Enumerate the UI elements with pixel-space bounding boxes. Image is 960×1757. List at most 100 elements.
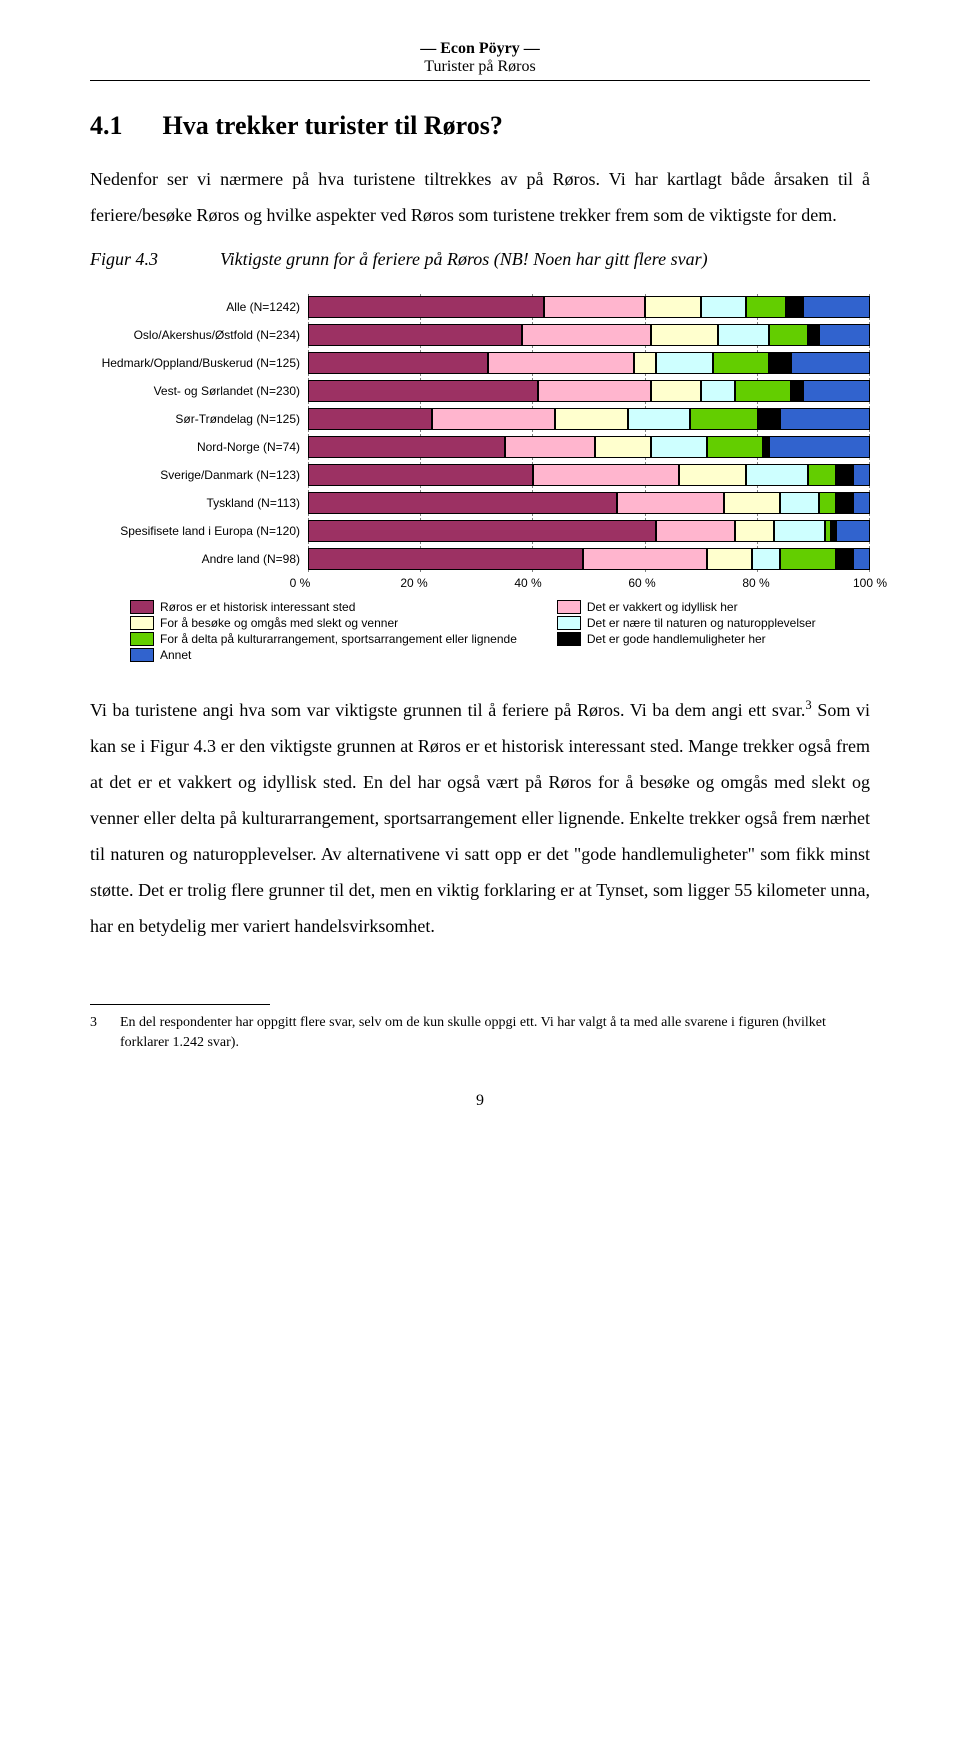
chart-row-plot (308, 518, 870, 544)
chart-segment (432, 408, 556, 430)
chart-x-axis: 0 %20 %40 %60 %80 %100 % (90, 576, 870, 590)
footnote-rule (90, 1004, 270, 1005)
chart-segment (713, 352, 769, 374)
chart-segment (752, 548, 780, 570)
stacked-bar-chart: Alle (N=1242) Oslo/Akershus/Østfold (N=23… (90, 294, 870, 590)
legend-item: For å besøke og omgås med slekt og venne… (130, 616, 517, 630)
chart-segment (735, 520, 774, 542)
chart-row-plot (308, 546, 870, 572)
chart-segment (308, 324, 522, 346)
legend-label: Det er nære til naturen og naturopplevel… (587, 616, 816, 630)
chart-segment (538, 380, 650, 402)
analysis-paragraph: Vi ba turistene angi hva som var viktigs… (90, 692, 870, 944)
footnote-text: En del respondenter har oppgitt flere sv… (120, 1013, 870, 1052)
chart-row: Hedmark/Oppland/Buskerud (N=125) (90, 350, 870, 376)
running-header-line1: — Econ Pöyry — (90, 40, 870, 58)
chart-segment (308, 492, 617, 514)
legend-item: For å delta på kulturarrangement, sports… (130, 632, 517, 646)
chart-segment (651, 380, 702, 402)
figure-caption-number: Figur 4.3 (90, 249, 220, 270)
chart-segment (690, 408, 757, 430)
chart-segment (628, 408, 690, 430)
chart-segment (707, 436, 763, 458)
chart-segment (758, 408, 780, 430)
footnote: 3 En del respondenter har oppgitt flere … (90, 1013, 870, 1052)
chart-row-label: Oslo/Akershus/Østfold (N=234) (90, 328, 308, 342)
chart-segment (803, 380, 870, 402)
chart-segment (679, 464, 746, 486)
chart-row: Vest- og Sørlandet (N=230) (90, 378, 870, 404)
chart-segment (488, 352, 634, 374)
legend-label: Det er gode handlemuligheter her (587, 632, 766, 646)
chart-row-label: Alle (N=1242) (90, 300, 308, 314)
legend-item: Det er nære til naturen og naturopplevel… (557, 616, 870, 630)
running-header-line2: Turister på Røros (90, 58, 870, 76)
chart-segment (505, 436, 595, 458)
chart-segment (836, 548, 853, 570)
legend-swatch (130, 648, 154, 662)
intro-paragraph: Nedenfor ser vi nærmere på hva turistene… (90, 161, 870, 233)
legend-label: Det er vakkert og idyllisk her (587, 600, 738, 614)
legend-label: For å delta på kulturarrangement, sports… (160, 632, 517, 646)
chart-segment (555, 408, 628, 430)
chart-segment (583, 548, 707, 570)
chart-row-label: Vest- og Sørlandet (N=230) (90, 384, 308, 398)
chart-segment (819, 492, 836, 514)
legend-label: Annet (160, 648, 191, 662)
chart-row: Sverige/Danmark (N=123) (90, 462, 870, 488)
chart-segment (769, 436, 870, 458)
chart-row-label: Tyskland (N=113) (90, 496, 308, 510)
chart-row: Spesifisete land i Europa (N=120) (90, 518, 870, 544)
chart-segment (645, 296, 701, 318)
chart-segment (769, 324, 808, 346)
chart-row-label: Spesifisete land i Europa (N=120) (90, 524, 308, 538)
legend-item: Annet (130, 648, 517, 662)
chart-segment (634, 352, 656, 374)
chart-segment (803, 296, 870, 318)
legend-swatch (130, 632, 154, 646)
chart-segment (522, 324, 651, 346)
chart-segment (774, 520, 825, 542)
chart-row-label: Sør-Trøndelag (N=125) (90, 412, 308, 426)
chart-segment (651, 436, 707, 458)
chart-segment (836, 520, 870, 542)
chart-segment (308, 436, 505, 458)
chart-segment (595, 436, 651, 458)
chart-row-plot (308, 378, 870, 404)
chart-row: Nord-Norge (N=74) (90, 434, 870, 460)
chart-row-label: Sverige/Danmark (N=123) (90, 468, 308, 482)
chart-segment (791, 352, 870, 374)
chart-segment (308, 380, 538, 402)
page: — Econ Pöyry — Turister på Røros 4.1Hva … (0, 0, 960, 1757)
figure-caption: Figur 4.3 Viktigste grunn for å feriere … (90, 249, 870, 270)
chart-row-plot (308, 490, 870, 516)
chart-segment (780, 492, 819, 514)
header-divider (90, 80, 870, 81)
chart-segment (308, 548, 583, 570)
chart-segment (780, 408, 870, 430)
legend-swatch (557, 616, 581, 630)
chart-row-label: Andre land (N=98) (90, 552, 308, 566)
chart-segment (656, 352, 712, 374)
chart-row: Alle (N=1242) (90, 294, 870, 320)
section-heading: 4.1Hva trekker turister til Røros? (90, 111, 870, 141)
legend-item: Det er gode handlemuligheter her (557, 632, 870, 646)
chart-segment (836, 492, 853, 514)
chart-row-plot (308, 350, 870, 376)
chart-row: Sør-Trøndelag (N=125) (90, 406, 870, 432)
chart-segment (651, 324, 718, 346)
legend-swatch (130, 616, 154, 630)
chart-segment (308, 464, 533, 486)
chart-segment (656, 520, 735, 542)
chart-segment (701, 380, 735, 402)
legend-item: Røros er et historisk interessant sted (130, 600, 517, 614)
chart-segment (836, 464, 853, 486)
chart-row: Tyskland (N=113) (90, 490, 870, 516)
legend-label: Røros er et historisk interessant sted (160, 600, 355, 614)
chart-row-label: Hedmark/Oppland/Buskerud (N=125) (90, 356, 308, 370)
chart-segment (853, 464, 870, 486)
chart-segment (746, 296, 785, 318)
chart-row-plot (308, 462, 870, 488)
legend-swatch (130, 600, 154, 614)
chart-row-plot (308, 294, 870, 320)
